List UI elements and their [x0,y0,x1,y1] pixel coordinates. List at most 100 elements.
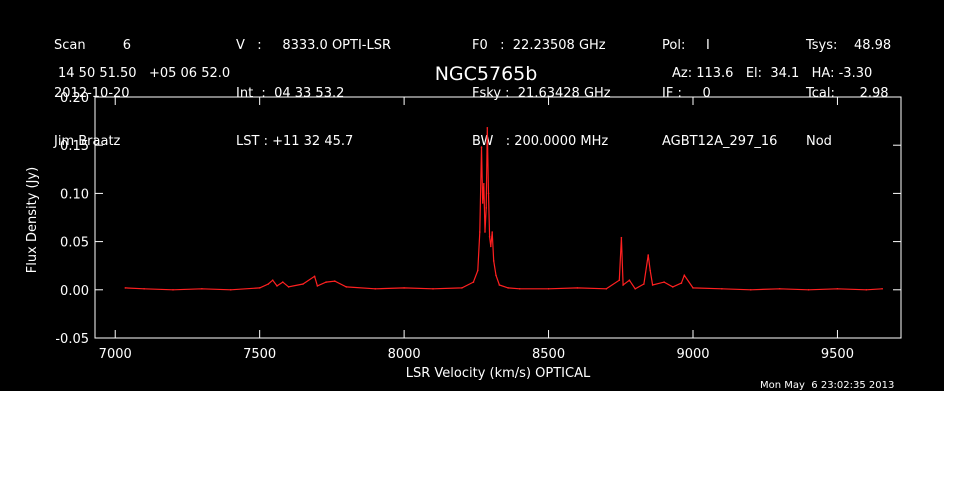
lst: LST : +11 32 45.7 [236,134,354,149]
x-axis-label: LSR Velocity (km/s) OPTICAL [406,366,591,381]
rest-frequency: F0 : 22.23508 GHz [472,38,606,53]
x-tick-label: 7500 [243,347,276,362]
data-point [345,286,348,288]
x-tick-label: 8500 [532,347,565,362]
data-point [491,231,494,233]
data-point [485,207,488,209]
data-point [480,146,483,148]
data-point [620,236,623,239]
az-el-ha: Az: 113.6 El: 34.1 HA: -3.30 [672,66,873,81]
data-point [374,288,377,290]
data-point [643,283,645,285]
data-point [325,281,327,283]
data-point [302,283,304,285]
data-point [230,289,232,291]
x-tick-label: 8000 [388,347,421,362]
data-point [750,289,752,291]
plot-frame [94,96,902,339]
data-point [547,288,550,290]
data-point [628,279,631,282]
data-point [479,231,481,233]
data-point [461,287,463,289]
scan-label: Scan 6 [54,38,132,53]
y-tick-label: 0.05 [60,236,89,251]
data-point [313,275,316,278]
data-point [692,287,694,289]
y-tick-label: 0.00 [60,284,89,299]
data-point [432,288,434,290]
x-tick-label: 7000 [99,347,132,362]
plot-panel [0,0,944,391]
data-point [282,281,284,283]
data-point [403,287,405,289]
data-point [618,279,621,282]
data-point [477,269,479,272]
data-point [881,288,883,290]
data-point [472,281,475,283]
data-point [865,289,868,291]
data-point [492,260,495,262]
data-point [258,287,261,289]
data-point [721,288,723,290]
coordinates: 14 50 51.50 +05 06 52.0 [58,66,231,81]
y-tick-label: -0.05 [55,332,89,347]
x-tick-label: 9500 [821,347,854,362]
spectrum-chart: NGC5765b -0.050.000.050.100.150.20 7000 7… [25,63,902,381]
data-point [271,279,274,282]
x-axis: 7000 7500 8000 8500 9000 9500 [99,97,854,362]
x-tick-label: 9000 [676,347,709,362]
data-point [172,289,174,291]
data-point [483,183,485,185]
data-point [605,288,608,290]
data-point [267,283,270,285]
y-tick-label: 0.15 [60,139,89,154]
project-id: AGBT12A_297_16 [662,134,778,149]
data-point [495,274,497,277]
velocity: V : 8333.0 OPTI-LSR [236,38,392,53]
data-point [807,289,810,291]
data-point [276,285,278,287]
data-point [481,202,484,204]
data-point [486,127,489,129]
data-point [490,245,492,248]
header-col-pol: Pol: I IF : 0 AGBT12A_297_16 [662,6,777,166]
if-number: IF : 0 [662,86,711,101]
data-point [836,288,839,290]
data-point [663,281,665,283]
y-axis: -0.05 0.00 0.05 0.10 0.15 0.20 [55,91,901,347]
data-point [143,288,145,290]
y-axis-label: Flux Density (Jy) [25,167,40,273]
data-point [649,269,651,272]
series-line [125,127,883,291]
data-point [487,192,490,195]
data-point [484,231,486,233]
chart-title: NGC5765b [435,63,538,85]
data-point [622,284,624,286]
data-point [647,254,649,256]
polarization: Pol: I [662,38,710,53]
data-point [576,287,579,289]
data-point [507,287,509,289]
data-point [201,288,203,290]
data-point [680,282,683,284]
series-points [124,127,883,291]
data-point [651,284,654,286]
data-point [634,288,636,290]
data-point [683,274,686,277]
y-tick-label: 0.10 [60,187,89,202]
tsys: Tsys: 48.98 [806,38,892,53]
plot-date: Mon May 6 23:02:35 2013 [760,380,895,391]
observer: Jim Braatz [54,134,121,149]
data-point [518,288,521,290]
data-point [316,285,319,287]
data-point [498,284,501,286]
header-col-velocity: V : 8333.0 OPTI-LSR Int : 04 33 53.2 LST… [236,6,391,166]
data-point [488,236,491,238]
procedure: Nod [806,134,832,149]
data-point [287,286,290,288]
data-point [778,288,781,290]
data-point [124,287,127,289]
y-tick-label: 0.20 [60,91,89,106]
data-point [334,280,336,282]
data-point [672,286,674,288]
